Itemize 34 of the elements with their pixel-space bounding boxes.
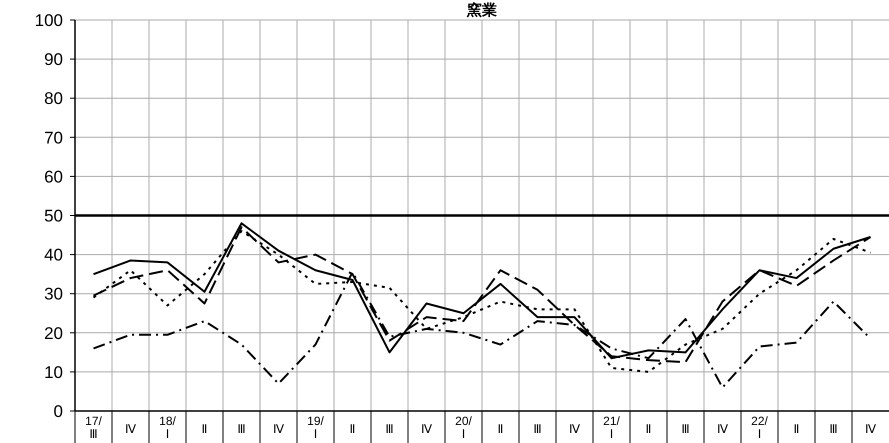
y-tick-label: 40 [44, 246, 63, 265]
x-tick-label: Ⅳ [864, 422, 876, 436]
x-tick-label: Ⅱ [498, 422, 504, 436]
x-tick-label: Ⅳ [124, 422, 136, 436]
x-tick-label: Ⅲ [681, 422, 690, 436]
x-tick-label: Ⅱ [202, 422, 208, 436]
x-tick-label: 22/Ⅰ [751, 414, 769, 441]
y-tick-label: 90 [44, 50, 63, 70]
x-tick-label: Ⅳ [716, 422, 728, 436]
x-tick-label: Ⅲ [237, 422, 246, 436]
x-tick-label: Ⅳ [420, 422, 432, 436]
y-tick-label: 60 [44, 167, 63, 186]
x-tick-label: 19/Ⅰ [307, 414, 325, 441]
chart-title: 窯業 [466, 1, 497, 19]
y-tick-label: 0 [54, 402, 63, 421]
x-tick-label: Ⅳ [272, 422, 284, 436]
x-tick-label: Ⅱ [646, 422, 652, 436]
x-tick-label: Ⅱ [794, 422, 800, 436]
y-tick-label: 100 [34, 10, 63, 30]
x-tick-label: Ⅲ [829, 422, 838, 436]
y-tick-label: 30 [44, 284, 63, 304]
y-tick-label: 50 [44, 206, 63, 226]
x-tick-label: Ⅱ [350, 422, 356, 436]
x-tick-label: 20/Ⅰ [455, 414, 473, 441]
y-tick-label: 20 [44, 324, 63, 343]
x-tick-label: Ⅲ [385, 422, 394, 436]
x-tick-label: Ⅳ [568, 422, 580, 436]
y-tick-label: 70 [44, 128, 63, 148]
x-tick-label: 21/Ⅰ [603, 414, 621, 441]
x-tick-label: 17/Ⅲ [85, 414, 103, 441]
y-tick-label: 10 [44, 362, 63, 382]
x-tick-label: Ⅲ [533, 422, 542, 436]
y-tick-label: 80 [44, 89, 63, 108]
x-tick-label: 18/Ⅰ [159, 414, 177, 441]
